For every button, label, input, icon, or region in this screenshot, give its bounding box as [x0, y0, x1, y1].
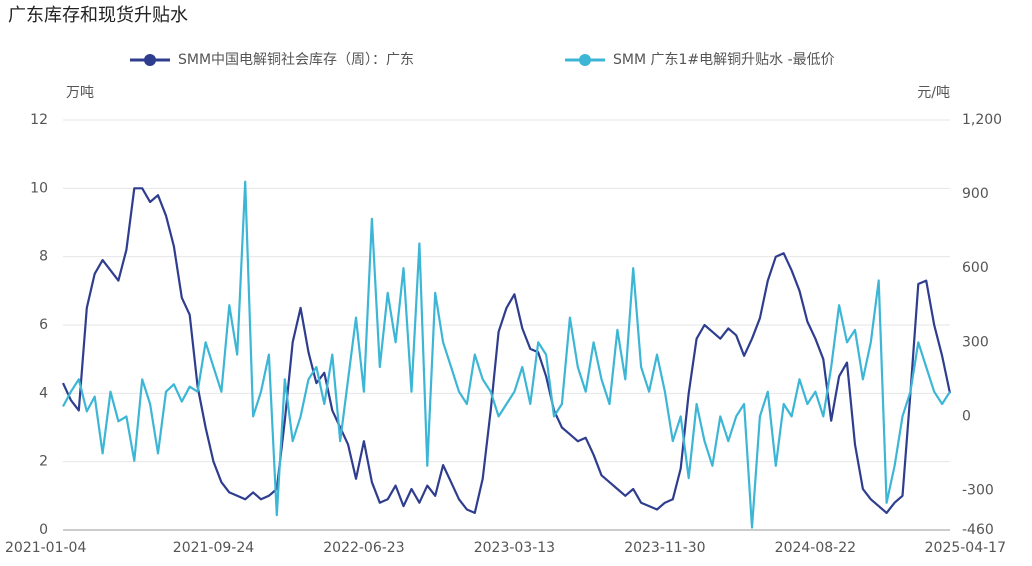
x-tick-label: 2023-11-30 [624, 540, 705, 556]
x-tick-label: 2025-04-17 [925, 540, 1006, 556]
y-axis-label: 万吨 [66, 85, 94, 101]
y2-tick-label: 1,200 [962, 112, 1002, 128]
y-tick-label: 2 [39, 454, 48, 470]
y-tick-label: 6 [39, 317, 48, 333]
legend-label: SMM中国电解铜社会库存（周）：广东 [178, 52, 414, 68]
y2-tick-label: 900 [962, 186, 989, 202]
y-tick-label: 12 [30, 112, 48, 128]
y2-tick-label: -460 [962, 522, 994, 538]
y2-tick-label: 0 [962, 408, 971, 424]
y2-tick-label: -300 [962, 482, 994, 498]
y-tick-label: 8 [39, 249, 48, 265]
y2-tick-label: 600 [962, 260, 989, 276]
y2-axis-label: 元/吨 [917, 85, 950, 101]
x-tick-label: 2021-01-04 [5, 540, 86, 556]
y-tick-label: 4 [39, 385, 48, 401]
x-tick-label: 2024-08-22 [775, 540, 856, 556]
x-tick-label: 2023-03-13 [474, 540, 555, 556]
legend-label: SMM 广东1#电解铜升贴水 -最低价 [613, 52, 835, 68]
legend-marker [144, 54, 156, 66]
x-tick-label: 2021-09-24 [173, 540, 254, 556]
x-tick-label: 2022-06-23 [323, 540, 404, 556]
data-line [62, 180, 951, 529]
y-tick-label: 10 [30, 180, 48, 196]
y-tick-label: 0 [39, 522, 48, 538]
chart-title: 广东库存和现货升贴水 [8, 5, 188, 26]
y2-tick-label: 300 [962, 334, 989, 350]
data-line [62, 187, 952, 514]
legend-marker [579, 54, 591, 66]
